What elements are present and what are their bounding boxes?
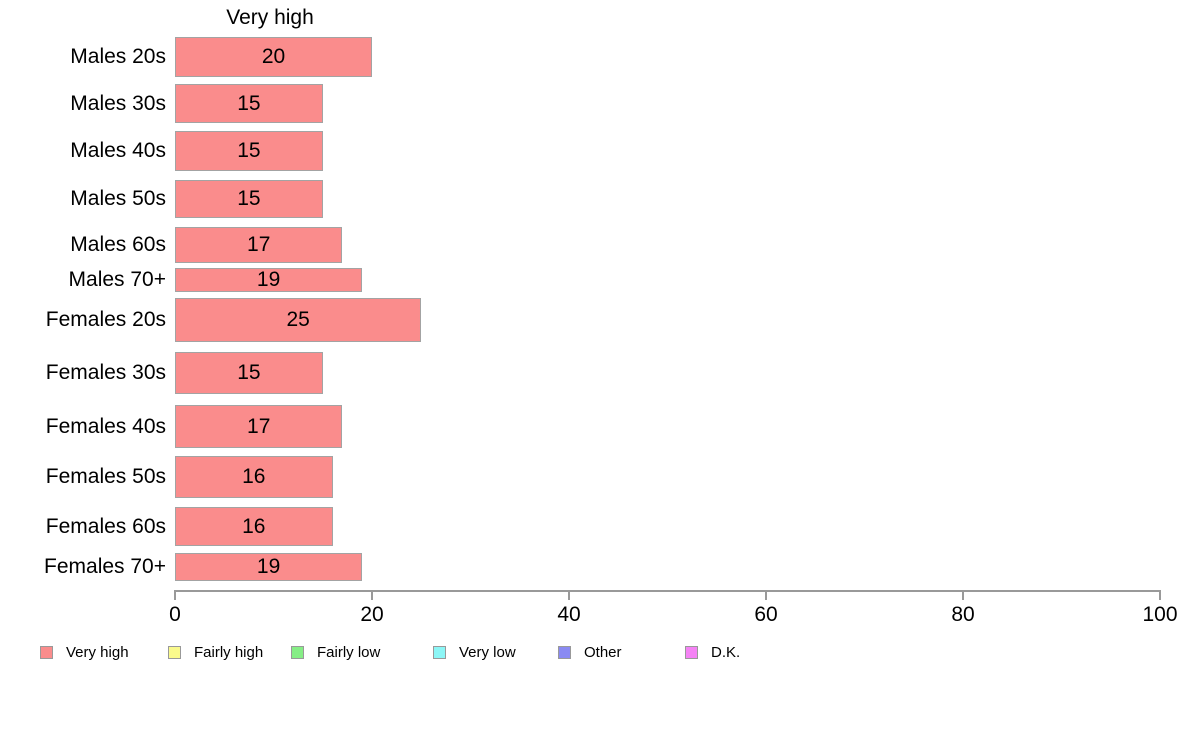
bar: 16 [175,507,333,546]
category-label: Males 70+ [68,268,166,291]
legend-item: Fairly high [168,644,264,661]
legend-label: Other [584,644,622,661]
category-label: Females 30s [45,361,166,384]
bar: 15 [175,84,323,123]
category-label: Females 20s [45,308,166,331]
x-axis-tick-label: 100 [1142,603,1178,626]
bar-value-label: 19 [256,555,281,578]
bar: 16 [175,456,333,498]
x-axis-tick [1159,590,1161,600]
category-label: Females 50s [45,465,166,488]
bar-value-label: 15 [237,361,261,384]
x-axis-tick [568,590,570,600]
x-axis-tick-label: 60 [754,603,778,626]
legend-swatch-icon [291,646,304,659]
bar: 15 [175,180,323,218]
x-axis-tick-label: 0 [169,603,181,626]
category-label: Males 30s [70,91,166,115]
legend-item: Very high [40,644,129,661]
legend-item: Fairly low [291,644,381,661]
category-label: Females 70+ [44,555,166,578]
bar-value-label: 15 [237,139,261,162]
legend-swatch-icon [558,646,571,659]
category-label: Females 60s [45,514,166,538]
bar-value-label: 19 [256,268,281,291]
chart-title: Very high [226,6,314,29]
bar-value-label: 17 [247,414,271,438]
x-axis-tick-label: 80 [951,603,975,626]
legend-swatch-icon [40,646,53,659]
bar-value-label: 15 [237,91,261,115]
bar: 17 [175,227,343,263]
legend-swatch-icon [168,646,181,659]
legend-item: D.K. [685,644,741,661]
legend-label: Fairly high [194,644,264,661]
x-axis-tick [962,590,964,600]
category-label: Males 20s [70,45,166,68]
legend-item: Other [558,644,622,661]
legend-label: Fairly low [317,644,381,661]
category-label: Males 50s [70,187,166,210]
bar-value-label: 16 [242,514,266,538]
bar-value-label: 17 [247,233,271,256]
bar: 19 [175,268,363,292]
bar: 25 [175,298,422,342]
bar: 15 [175,352,323,394]
bar-value-label: 15 [237,187,261,210]
x-axis-line [174,590,1161,592]
category-label: Males 60s [70,233,166,256]
bar-value-label: 25 [286,308,310,331]
legend-label: D.K. [711,644,741,661]
bar: 19 [175,553,363,581]
bar: 20 [175,37,372,77]
legend-label: Very low [459,644,516,661]
bar-value-label: 16 [242,465,266,488]
legend-label: Very high [66,644,129,661]
x-axis-tick [371,590,373,600]
category-label: Females 40s [45,414,166,438]
category-label: Males 40s [70,139,166,162]
legend-item: Very low [433,644,516,661]
legend-swatch-icon [433,646,446,659]
legend-swatch-icon [685,646,698,659]
x-axis-tick-label: 40 [557,603,581,626]
x-axis-tick [174,590,176,600]
x-axis-tick-label: 20 [360,603,384,626]
bar: 17 [175,405,343,448]
x-axis-tick [765,590,767,600]
bar-value-label: 20 [261,45,286,68]
bar: 15 [175,131,323,171]
